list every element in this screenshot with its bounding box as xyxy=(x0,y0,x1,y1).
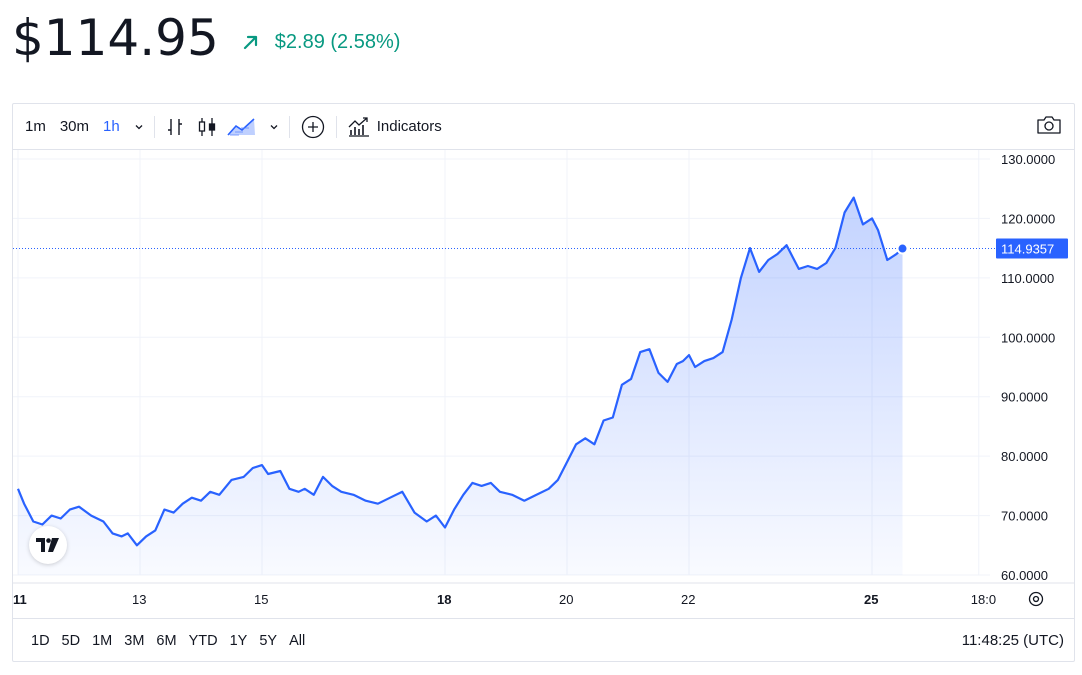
indicators-button[interactable]: Indicators xyxy=(376,118,442,135)
x-tick-label: 18 xyxy=(437,592,451,607)
chart-toolbar: 1m 30m 1h Indicators xyxy=(13,104,1074,150)
range-3m[interactable]: 3M xyxy=(124,632,145,649)
x-tick-label: 22 xyxy=(681,592,695,607)
current-price: $114.95 xyxy=(12,9,219,67)
range-1m[interactable]: 1M xyxy=(92,632,113,649)
x-tick-label: 15 xyxy=(254,592,268,607)
price-line xyxy=(16,196,904,547)
chevron-down-icon[interactable] xyxy=(269,122,279,132)
x-tick-label: 11 xyxy=(13,592,27,607)
arrow-up-right-icon xyxy=(243,35,257,50)
range-6m[interactable]: 6M xyxy=(156,632,177,649)
last-price-badge xyxy=(996,238,1068,259)
last-price-label: 114.9357 xyxy=(1001,242,1054,257)
toolbar-divider xyxy=(288,115,290,138)
range-5d[interactable]: 5D xyxy=(61,632,81,649)
toolbar-divider xyxy=(335,115,337,138)
bar-chart-icon[interactable] xyxy=(165,116,185,138)
x-tick-label: 20 xyxy=(559,592,573,607)
chevron-down-icon[interactable] xyxy=(134,122,144,132)
range-1y[interactable]: 1Y xyxy=(229,632,248,649)
range-all[interactable]: All xyxy=(289,632,306,649)
range-bar: 1D 5D 1M 3M 6M YTD 1Y 5Y All 11:48:25 (U… xyxy=(13,618,1074,662)
tradingview-logo[interactable] xyxy=(29,526,67,564)
y-tick-label: 110.0000 xyxy=(1001,271,1054,286)
interval-30m[interactable]: 30m xyxy=(59,118,90,135)
chart-widget: 1m 30m 1h Indicators xyxy=(12,103,1075,662)
y-tick-label: 60.0000 xyxy=(1001,568,1048,583)
price-chart[interactable]: 130.0000 120.0000 110.0000 100.0000 90.0000 8… xyxy=(13,150,1074,618)
y-tick-label: 90.0000 xyxy=(1001,390,1048,405)
y-tick-label: 130.0000 xyxy=(1001,152,1055,167)
utc-clock: 11:48:25 (UTC) xyxy=(961,632,1064,649)
x-tick-label: 13 xyxy=(132,592,146,607)
area-chart-icon[interactable] xyxy=(227,116,257,138)
last-price-dot xyxy=(896,242,909,255)
price-change-value: $2.89 (2.58%) xyxy=(274,30,401,53)
add-compare-icon[interactable] xyxy=(300,114,326,140)
y-tick-label: 100.0000 xyxy=(1001,330,1055,345)
range-5y[interactable]: 5Y xyxy=(259,632,278,649)
toolbar-divider xyxy=(153,115,155,138)
x-tick-label: 18:0 xyxy=(971,592,996,607)
interval-1m[interactable]: 1m xyxy=(25,118,46,135)
settings-icon[interactable] xyxy=(1028,591,1044,607)
interval-1h[interactable]: 1h xyxy=(103,118,120,135)
price-area-fill xyxy=(18,197,903,575)
y-tick-label: 120.0000 xyxy=(1001,211,1055,226)
range-ytd[interactable]: YTD xyxy=(188,632,218,649)
y-tick-label: 70.0000 xyxy=(1001,509,1048,524)
indicators-icon[interactable] xyxy=(347,116,371,138)
range-1d[interactable]: 1D xyxy=(31,632,50,649)
price-header: $114.95 $2.89 (2.58%) xyxy=(12,6,400,70)
price-change: $2.89 (2.58%) xyxy=(241,30,401,54)
y-tick-label: 80.0000 xyxy=(1001,449,1048,464)
camera-icon[interactable] xyxy=(1036,114,1062,136)
candle-chart-icon[interactable] xyxy=(197,116,217,138)
tradingview-icon xyxy=(36,538,59,552)
x-tick-label: 25 xyxy=(864,592,878,607)
